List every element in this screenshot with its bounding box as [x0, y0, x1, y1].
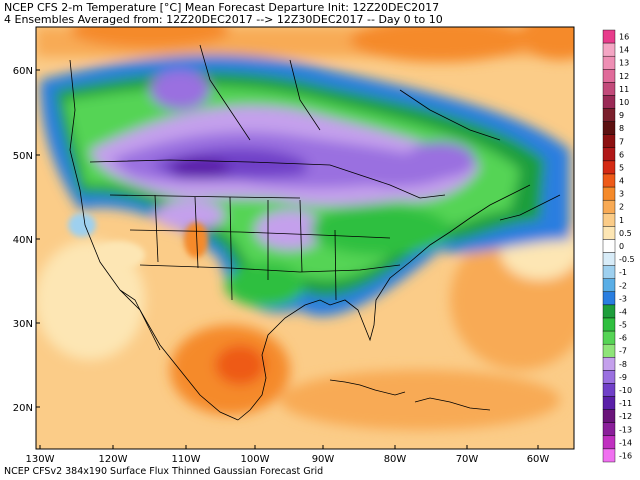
lon-label: 80W: [384, 454, 407, 465]
colorbar-swatch: [602, 409, 616, 423]
colorbar-swatch: [602, 448, 616, 463]
lat-label: 50N: [13, 151, 33, 162]
chart-title-line-2: 4 Ensembles Averaged from: 12Z20DEC2017 …: [4, 13, 443, 26]
colorbar-swatch: [602, 55, 616, 70]
colorbar-swatch: [602, 291, 616, 306]
colorbar-label: 8: [619, 124, 624, 133]
colorbar-label: -14: [619, 438, 632, 447]
colorbar-swatch: [602, 134, 616, 149]
colorbar-swatch: [602, 435, 616, 450]
map-frame: [35, 26, 575, 450]
colorbar: 16 14 13 12 11 10 9 8 7 6 5 4 3 2 1 0.5 0 -0.5 -1 -2 -3 -4 -5 -…: [602, 29, 635, 463]
lat-label: 20N: [13, 403, 33, 414]
colorbar-swatch: [602, 278, 616, 293]
colorbar-label: 12: [619, 72, 629, 81]
colorbar-swatch: [602, 383, 616, 397]
colorbar-label: 2: [619, 203, 624, 212]
colorbar-label: -11: [619, 399, 632, 408]
colorbar-swatch: [602, 121, 616, 135]
longitude-labels: 130W 120W 110W 100W 90W 80W 70W 60W: [26, 445, 550, 465]
lon-label: 110W: [172, 454, 201, 465]
colorbar-swatch: [602, 69, 616, 83]
lon-label: 120W: [99, 454, 128, 465]
colorbar-swatch: [602, 265, 616, 279]
colorbar-swatch: [602, 343, 616, 358]
colorbar-label: -1: [619, 268, 627, 277]
colorbar-label: -0.5: [619, 255, 635, 264]
colorbar-swatch: [602, 422, 616, 437]
colorbar-label: 5: [619, 163, 624, 172]
colorbar-swatch: [602, 108, 616, 122]
colorbar-swatch: [602, 304, 616, 319]
colorbar-swatch: [602, 186, 616, 201]
colorbar-swatch: [602, 42, 616, 57]
chart-title-line-1: NCEP CFS 2-m Temperature [°C] Mean Forec…: [4, 1, 440, 14]
colorbar-swatch: [602, 147, 616, 162]
colorbar-swatch: [602, 29, 616, 44]
lat-label: 30N: [13, 319, 33, 330]
colorbar-swatch: [602, 239, 616, 253]
latitude-labels: 60N 50N 40N 30N 20N: [13, 66, 40, 414]
colorbar-label: 11: [619, 85, 629, 94]
colorbar-label: -3: [619, 294, 627, 303]
lon-label: 70W: [456, 454, 479, 465]
colorbar-swatch: [602, 199, 616, 214]
lon-label: 100W: [241, 454, 270, 465]
colorbar-label: -13: [619, 425, 632, 434]
colorbar-swatch: [602, 396, 616, 410]
lon-label: 90W: [312, 454, 335, 465]
colorbar-label: 9: [619, 111, 624, 120]
colorbar-swatch: [602, 252, 616, 266]
lon-label: 130W: [26, 454, 55, 465]
colorbar-label: 4: [619, 177, 624, 186]
colorbar-swatch: [602, 370, 616, 384]
colorbar-swatch: [602, 357, 616, 371]
colorbar-label: 10: [619, 98, 629, 107]
colorbar-label: 1: [619, 216, 624, 225]
lat-label: 40N: [13, 235, 33, 246]
colorbar-label: -16: [619, 451, 632, 460]
colorbar-label: -8: [619, 360, 627, 369]
colorbar-swatch: [602, 82, 616, 96]
lon-label: 60W: [527, 454, 550, 465]
chart-footer: NCEP CFSv2 384x190 Surface Flux Thinned …: [4, 466, 324, 477]
colorbar-label: 3: [619, 190, 624, 199]
colorbar-label: 13: [619, 59, 629, 68]
anomaly-field: [36, 27, 574, 449]
colorbar-label: 14: [619, 46, 629, 55]
colorbar-label: -12: [619, 412, 632, 421]
colorbar-label: -9: [619, 373, 627, 382]
colorbar-swatch: [602, 95, 616, 109]
colorbar-swatch: [602, 160, 616, 175]
colorbar-label: -6: [619, 334, 627, 343]
colorbar-label: 16: [619, 33, 629, 42]
colorbar-label: 0.5: [619, 229, 632, 238]
colorbar-swatch: [602, 317, 616, 332]
colorbar-swatch: [602, 330, 616, 345]
colorbar-label: 0: [619, 242, 624, 251]
map-boundaries: [69, 44, 561, 421]
colorbar-label: -5: [619, 321, 627, 330]
colorbar-label: 6: [619, 150, 624, 159]
colorbar-label: -4: [619, 307, 627, 316]
lat-label: 60N: [13, 66, 33, 77]
colorbar-swatch: [602, 213, 616, 227]
colorbar-label: 7: [619, 137, 624, 146]
colorbar-label: -7: [619, 347, 627, 356]
colorbar-swatch: [602, 173, 616, 188]
colorbar-label: -2: [619, 281, 627, 290]
colorbar-swatch: [602, 226, 616, 240]
colorbar-label: -10: [619, 386, 632, 395]
